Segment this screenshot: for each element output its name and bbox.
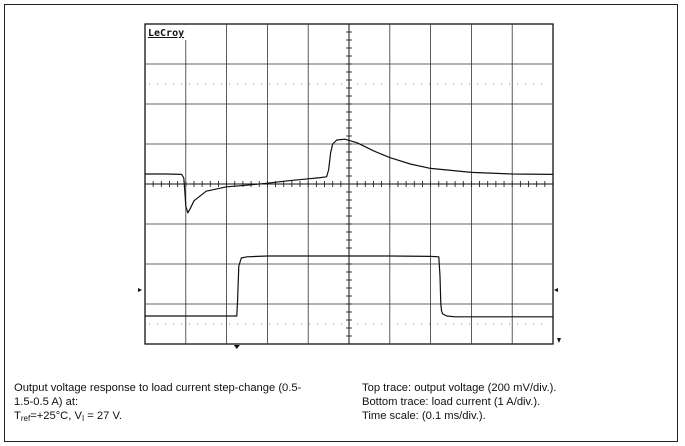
caption-left: Output voltage response to load current … xyxy=(14,381,301,423)
voltage-subscript: I xyxy=(81,414,85,423)
channel-marker xyxy=(557,338,561,343)
temp-subscript: ref xyxy=(20,414,31,423)
top-trace xyxy=(145,138,554,214)
caption-time-scale: Time scale: (0.1 ms/div.). xyxy=(362,410,486,422)
scope-grid xyxy=(144,23,554,345)
right-reference-marker xyxy=(554,288,558,292)
caption-left-line-1: Output voltage response to load current … xyxy=(14,382,302,394)
temp-symbol: T xyxy=(14,410,21,422)
bottom-trace xyxy=(145,255,553,318)
trigger-marker xyxy=(233,345,240,349)
scope-traces xyxy=(145,138,554,318)
left-reference-marker xyxy=(138,288,142,292)
voltage-value: = 27 V. xyxy=(84,410,123,422)
temp-value: =+25°C, V xyxy=(30,410,82,422)
figure-frame xyxy=(4,4,678,442)
caption-left-line-2: 1.5-0.5 A) at: xyxy=(14,396,79,408)
caption-left-line-3: Tref=+25°C, VI = 27 V. xyxy=(14,409,301,423)
caption-right: Top trace: output voltage (200 mV/div.).… xyxy=(362,381,556,423)
lecroy-logo-box xyxy=(146,25,191,40)
lecroy-logo: LeCroy xyxy=(148,28,184,39)
caption-top-trace: Top trace: output voltage (200 mV/div.). xyxy=(362,382,557,394)
scope-markers xyxy=(138,288,561,349)
caption-bottom-trace: Bottom trace: load current (1 A/div.). xyxy=(362,396,541,408)
